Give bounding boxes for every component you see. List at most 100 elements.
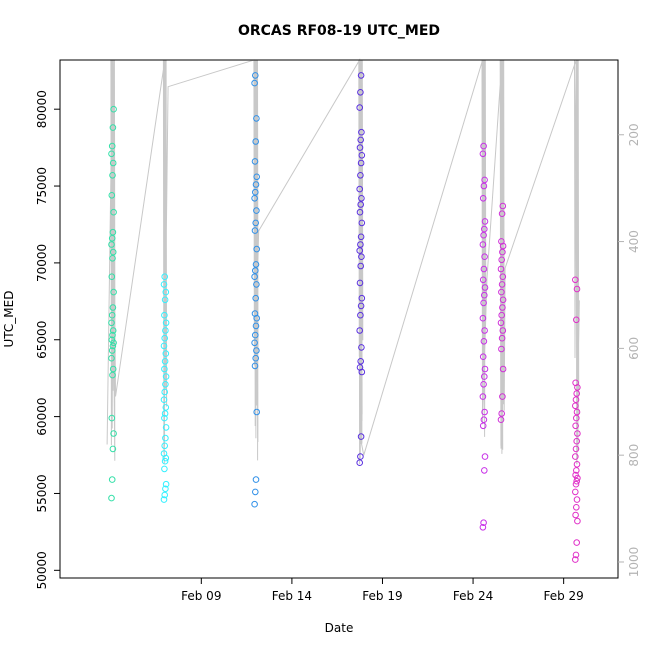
data-point — [251, 362, 259, 370]
data-point — [481, 453, 489, 460]
data-point — [251, 227, 259, 234]
data-point — [573, 285, 581, 293]
data-point — [480, 338, 488, 345]
data-point — [481, 218, 489, 225]
data-point — [160, 342, 168, 350]
data-point — [479, 241, 487, 248]
data-point — [357, 201, 365, 208]
data-point — [162, 350, 170, 357]
data-point — [481, 225, 488, 233]
data-point — [162, 424, 170, 431]
data-point — [572, 556, 579, 563]
data-point — [251, 273, 258, 281]
data-point — [573, 496, 581, 503]
data-point — [572, 453, 579, 460]
data-point — [252, 331, 259, 339]
data-point — [110, 288, 117, 296]
data-point — [160, 450, 168, 457]
data-point — [573, 414, 580, 422]
data-point — [108, 347, 116, 354]
data-point — [357, 262, 365, 270]
data-point — [573, 316, 580, 324]
y-tick-label: 60000 — [35, 398, 49, 436]
data-point — [109, 304, 117, 311]
data-point — [498, 345, 505, 353]
y-tick-label: 75000 — [35, 167, 49, 205]
data-point — [357, 72, 365, 79]
data-point — [573, 504, 580, 511]
data-point — [357, 136, 365, 144]
data-point — [479, 353, 487, 361]
data-point — [572, 488, 579, 496]
data-point — [162, 480, 170, 488]
data-point — [160, 281, 168, 288]
data-point — [161, 334, 168, 342]
data-point — [252, 294, 259, 302]
data-point — [479, 422, 487, 430]
data-point — [356, 144, 364, 151]
data-point — [108, 150, 115, 158]
data-point — [572, 551, 580, 559]
data-point — [109, 331, 116, 339]
data-point — [252, 138, 259, 145]
altitude-line — [106, 58, 580, 465]
data-point — [480, 182, 488, 190]
data-point — [253, 245, 261, 253]
data-point — [356, 104, 364, 111]
data-point — [498, 281, 506, 288]
data-point — [108, 476, 116, 483]
data-point — [572, 445, 580, 453]
data-point — [162, 288, 170, 296]
data-point — [161, 414, 168, 422]
right-axis: 200 400 600 800 1000 — [618, 123, 641, 577]
data-point — [160, 396, 168, 404]
data-point — [108, 241, 115, 248]
y-tick-label: 80000 — [35, 90, 49, 128]
x-tick-label: Feb 19 — [362, 589, 402, 603]
data-point — [498, 256, 506, 264]
data-point — [356, 459, 364, 467]
data-point — [481, 365, 489, 373]
data-point — [572, 480, 580, 488]
right-tick-label: 800 — [627, 444, 641, 467]
data-point — [481, 327, 488, 334]
data-point — [110, 430, 117, 437]
data-point — [109, 124, 117, 131]
data-point — [573, 539, 581, 546]
data-point — [497, 416, 505, 424]
data-point — [108, 354, 115, 362]
data-point — [358, 344, 365, 351]
data-point — [479, 150, 487, 158]
data-point — [480, 519, 487, 527]
data-point — [497, 319, 505, 327]
data-point — [572, 379, 579, 387]
data-point — [479, 393, 487, 400]
data-point — [109, 228, 117, 236]
data-point — [479, 276, 487, 284]
data-point — [161, 358, 169, 365]
data-point — [162, 485, 169, 493]
data-point — [498, 334, 506, 342]
data-point — [481, 284, 489, 291]
data-point — [498, 238, 505, 245]
data-point — [358, 195, 365, 202]
right-tick-label: 600 — [627, 337, 641, 360]
data-point — [109, 248, 117, 256]
data-point — [252, 219, 259, 227]
data-point — [572, 511, 579, 519]
data-point — [357, 89, 364, 96]
y-axis-label: UTC_MED — [2, 291, 16, 348]
data-point — [251, 339, 258, 347]
data-point — [480, 265, 488, 273]
data-point — [108, 311, 116, 319]
right-tick-label: 400 — [627, 230, 641, 253]
data-point — [252, 188, 259, 196]
data-point — [480, 381, 487, 388]
data-point — [499, 296, 507, 304]
data-point — [358, 152, 366, 159]
data-point — [358, 219, 366, 227]
data-point — [572, 402, 579, 410]
data-point — [253, 173, 261, 181]
data-point — [574, 430, 581, 437]
data-point — [161, 465, 168, 473]
